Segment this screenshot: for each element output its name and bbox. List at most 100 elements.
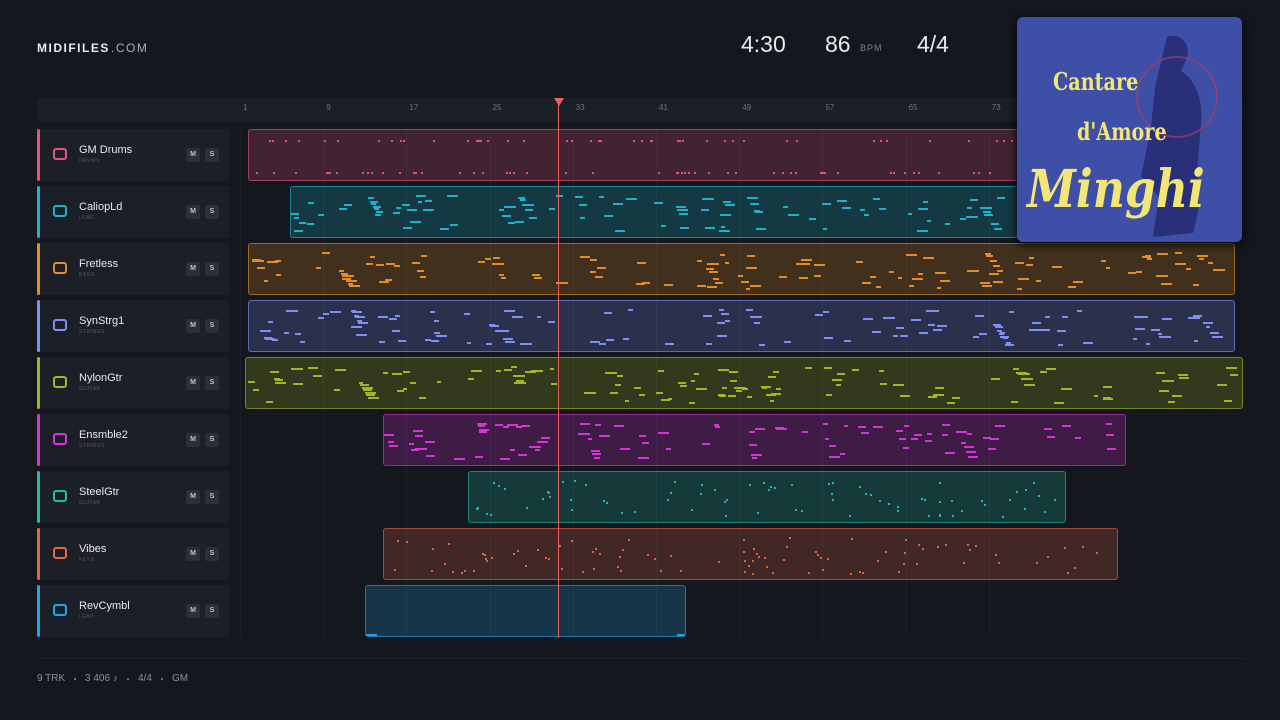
- mute-button[interactable]: M: [186, 433, 200, 447]
- note: [415, 447, 428, 450]
- note: [785, 140, 788, 142]
- clip[interactable]: [248, 300, 1235, 352]
- note: [649, 140, 652, 142]
- clip[interactable]: [248, 243, 1235, 295]
- note: [705, 343, 713, 346]
- note: [744, 559, 747, 562]
- track-name: SteelGtr: [79, 486, 120, 498]
- note: [932, 394, 944, 397]
- note: [377, 315, 389, 318]
- note: [475, 508, 478, 511]
- note: [472, 569, 475, 572]
- note: [821, 568, 824, 571]
- track-header[interactable]: GM Drums DRUMS M S: [37, 129, 230, 181]
- clip[interactable]: [383, 528, 1118, 580]
- track-header[interactable]: CaliopLd LEAD M S: [37, 186, 230, 238]
- note: [776, 388, 781, 391]
- note: [294, 230, 304, 233]
- solo-button[interactable]: S: [205, 547, 219, 561]
- note: [1035, 279, 1042, 282]
- note: [778, 276, 788, 279]
- footer-divider: [37, 658, 1245, 659]
- tempo-unit: BPM: [860, 43, 883, 53]
- clip[interactable]: [468, 471, 1066, 523]
- note: [606, 501, 609, 504]
- note: [486, 559, 489, 562]
- note: [1033, 481, 1036, 484]
- note: [888, 270, 895, 273]
- note: [436, 380, 442, 383]
- note: [928, 396, 937, 399]
- mute-button[interactable]: M: [186, 262, 200, 276]
- solo-button[interactable]: S: [205, 376, 219, 390]
- mute-button[interactable]: M: [186, 490, 200, 504]
- note: [746, 309, 753, 312]
- clip[interactable]: [245, 357, 1243, 409]
- note: [966, 216, 979, 219]
- note: [977, 172, 980, 174]
- note: [603, 499, 606, 502]
- clip[interactable]: [383, 414, 1126, 466]
- note: [590, 270, 597, 273]
- album-line1: Cantare: [1053, 67, 1139, 96]
- note: [1188, 317, 1200, 320]
- solo-button[interactable]: S: [205, 433, 219, 447]
- solo-button[interactable]: S: [205, 205, 219, 219]
- note: [579, 203, 588, 206]
- note: [502, 215, 512, 218]
- ruler-label: 25: [492, 103, 502, 112]
- clip[interactable]: [365, 585, 686, 637]
- track-header[interactable]: NylonGtr GUITAR M S: [37, 357, 230, 409]
- solo-button[interactable]: S: [205, 604, 219, 618]
- note: [1057, 343, 1064, 346]
- solo-button[interactable]: S: [205, 490, 219, 504]
- solo-button[interactable]: S: [205, 262, 219, 276]
- note: [991, 378, 1001, 381]
- note: [707, 172, 710, 174]
- footer-tracks: 9 TRK: [37, 673, 66, 684]
- track-header[interactable]: SteelGtr GUITAR M S: [37, 471, 230, 523]
- note: [361, 387, 374, 390]
- note: [1046, 555, 1049, 558]
- note: [751, 196, 759, 199]
- solo-button[interactable]: S: [205, 148, 219, 162]
- note: [394, 315, 401, 318]
- mute-button[interactable]: M: [186, 547, 200, 561]
- note: [463, 313, 470, 316]
- track-header[interactable]: Fretless BASS M S: [37, 243, 230, 295]
- track-header[interactable]: SynStrg1 STRINGS M S: [37, 300, 230, 352]
- note: [907, 212, 913, 215]
- note: [734, 386, 746, 389]
- track-header[interactable]: Ensmble2 STRINGS M S: [37, 414, 230, 466]
- album-art-figure: [1136, 35, 1218, 238]
- note: [926, 432, 933, 435]
- note: [771, 393, 781, 396]
- note: [403, 371, 411, 374]
- note: [357, 319, 362, 322]
- note: [493, 481, 496, 484]
- track-header[interactable]: RevCymbl LEAD M S: [37, 585, 230, 637]
- note: [877, 560, 880, 563]
- note: [944, 452, 956, 455]
- note: [861, 281, 871, 284]
- note: [749, 284, 762, 287]
- mute-button[interactable]: M: [186, 376, 200, 390]
- solo-button[interactable]: S: [205, 319, 219, 333]
- note: [415, 195, 426, 198]
- mute-button[interactable]: M: [186, 604, 200, 618]
- note: [946, 401, 956, 404]
- note: [415, 434, 423, 437]
- track-header[interactable]: Vibes KEYS M S: [37, 528, 230, 580]
- mute-button[interactable]: M: [186, 205, 200, 219]
- note: [893, 384, 905, 387]
- mute-button[interactable]: M: [186, 319, 200, 333]
- note: [432, 548, 435, 551]
- note: [342, 274, 355, 277]
- grid-line: [323, 129, 325, 637]
- note: [967, 206, 972, 209]
- note: [406, 541, 409, 544]
- note: [1146, 258, 1153, 261]
- mute-button[interactable]: M: [186, 148, 200, 162]
- note: [578, 432, 590, 435]
- note: [306, 223, 315, 226]
